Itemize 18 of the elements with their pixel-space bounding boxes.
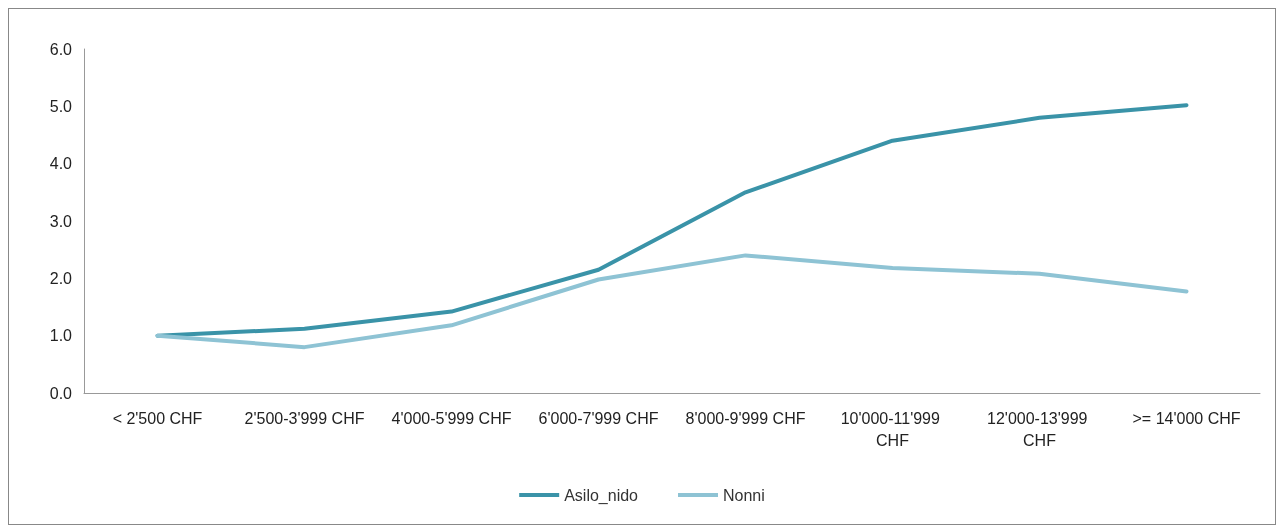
y-tick-label: 6.0 [49, 40, 73, 58]
line-series [155, 253, 1189, 350]
y-tick-label: 1.0 [49, 327, 73, 345]
y-tick-label: 2.0 [49, 269, 73, 287]
y-tick-label: 4.0 [49, 155, 73, 173]
x-tick-label: 2'500-3'999 CHF [244, 409, 365, 427]
legend-label: Asilo_nido [564, 486, 639, 505]
x-tick-label: 6'000-7'999 CHF [538, 409, 659, 427]
y-tick-label: 5.0 [49, 97, 73, 115]
x-tick-label: 4'000-5'999 CHF [391, 409, 512, 427]
x-tick-label: < 2'500 CHF [112, 409, 203, 427]
x-tick-label: 12'000-13'999 CHF [987, 409, 1092, 449]
x-tick-label: 10'000-11'999 CHF [840, 409, 945, 449]
x-tick-label: 8'000-9'999 CHF [685, 409, 806, 427]
x-tick-label: >= 14'000 CHF [1132, 409, 1241, 427]
y-tick-label: 3.0 [49, 212, 73, 230]
y-tick-label: 0.0 [49, 384, 73, 402]
legend-label: Nonni [723, 486, 765, 504]
